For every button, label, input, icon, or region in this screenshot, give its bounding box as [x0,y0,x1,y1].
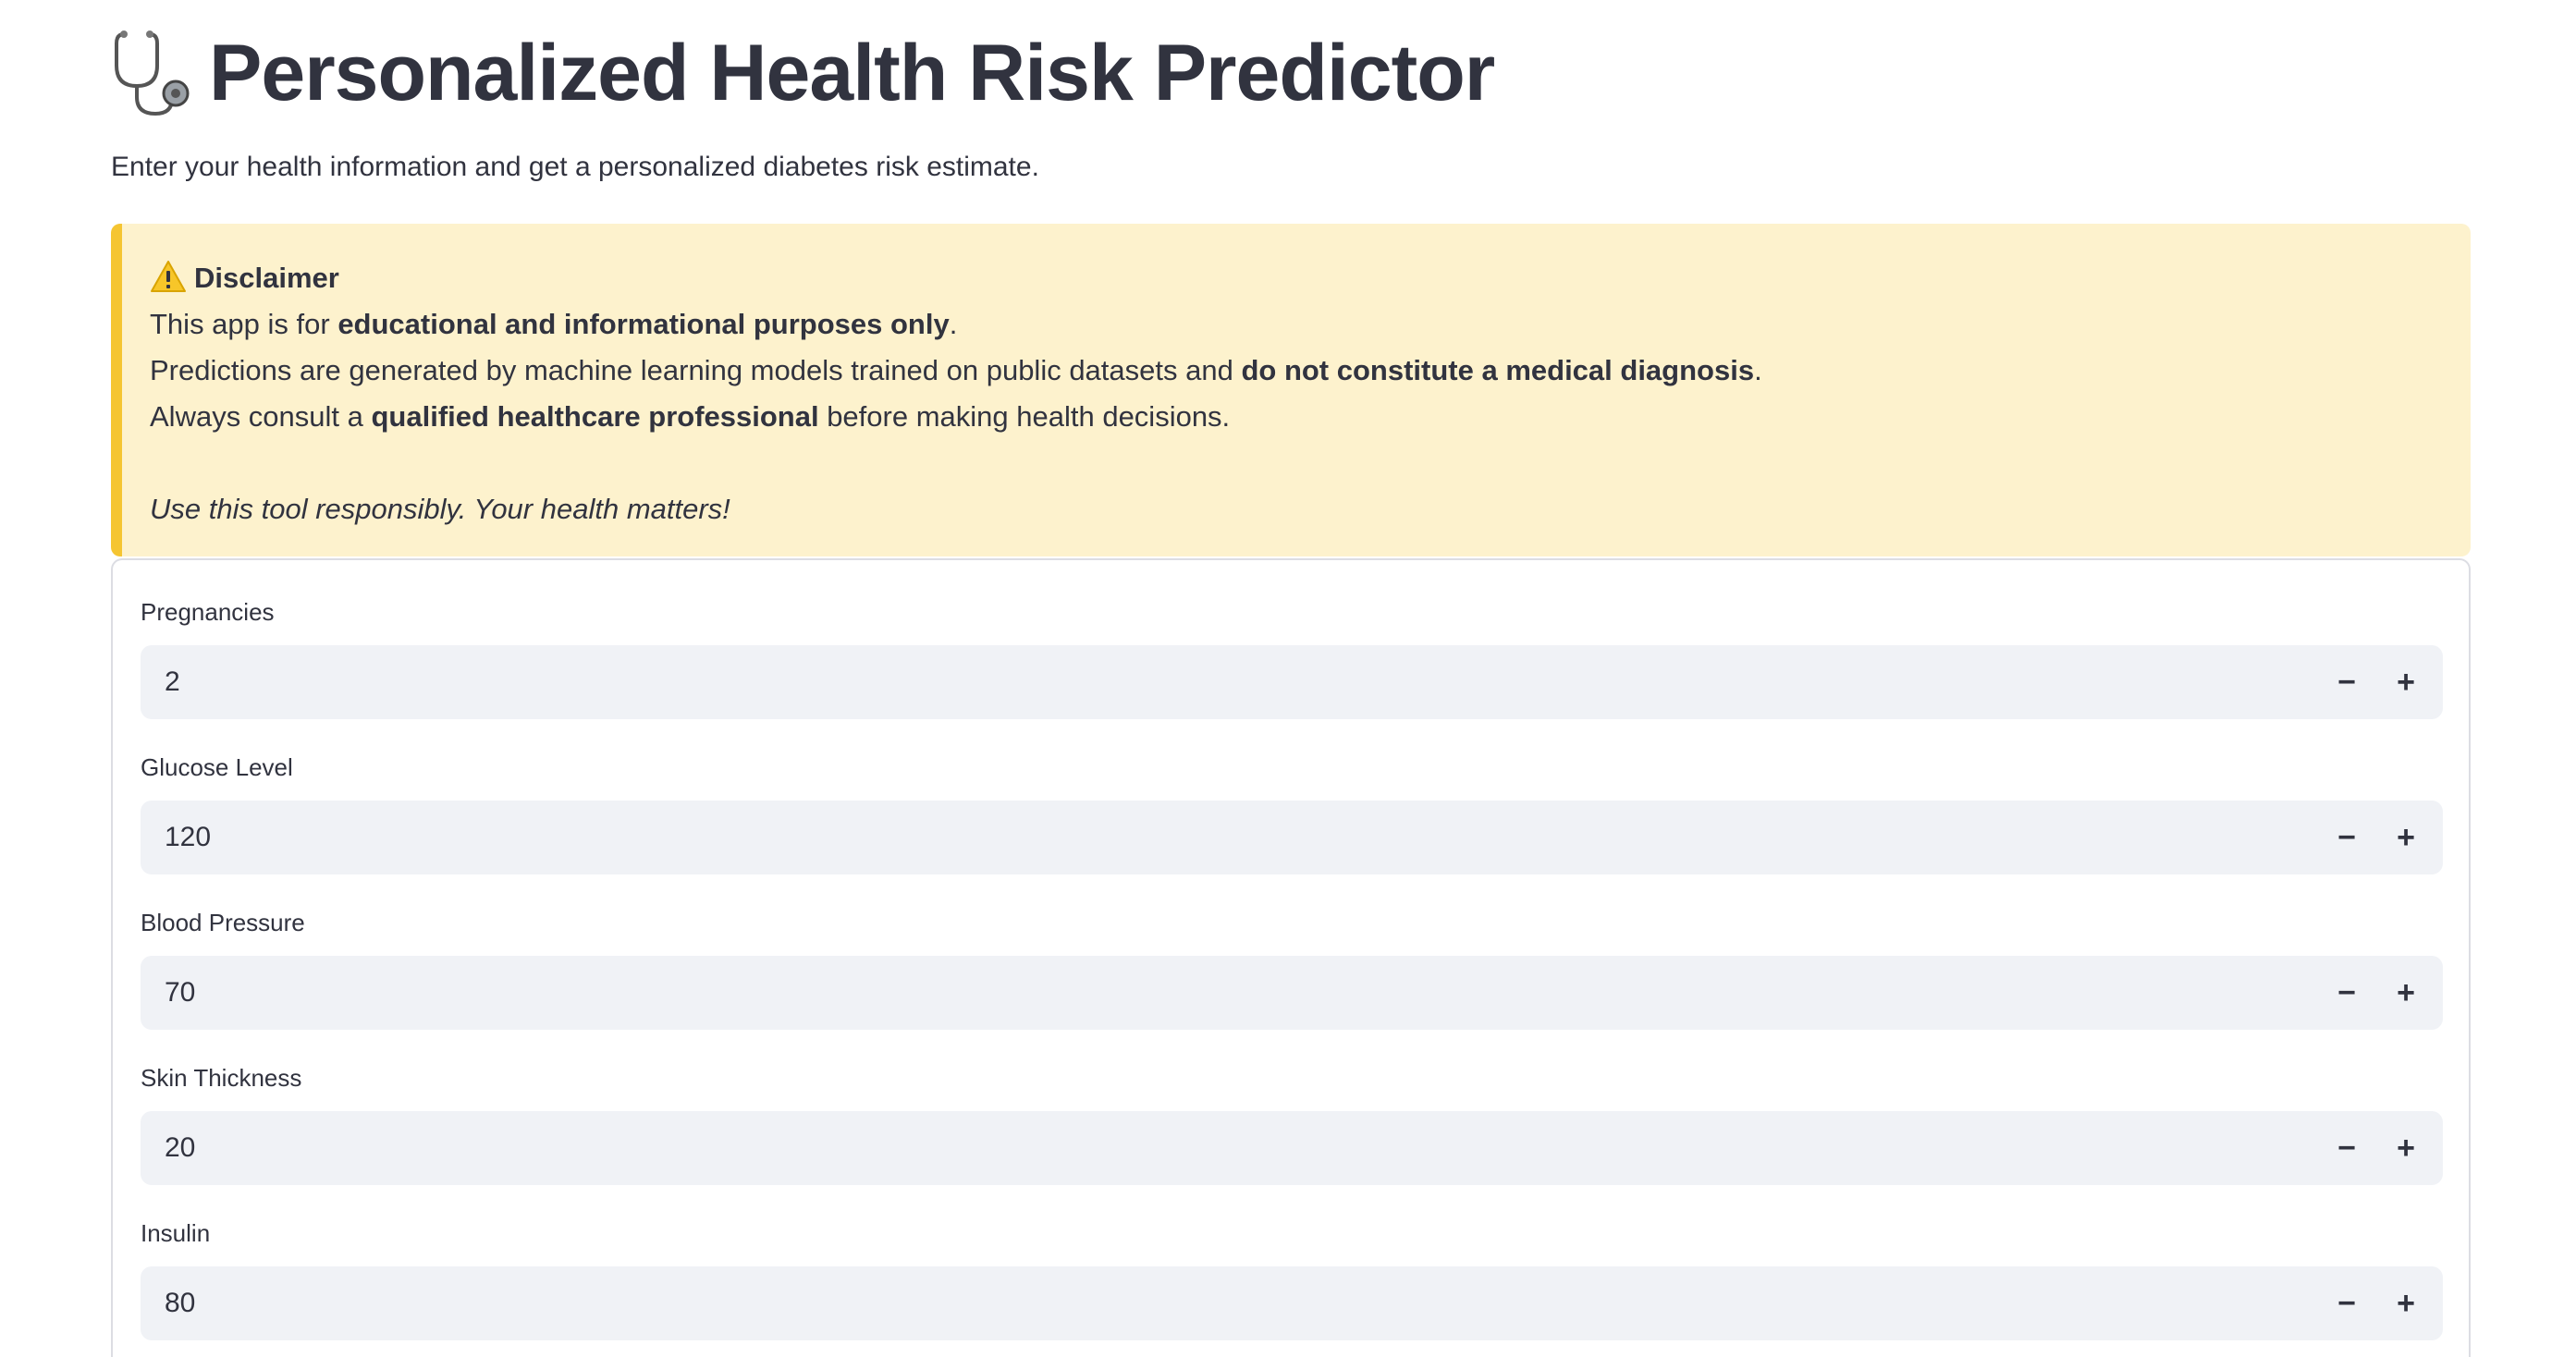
field-skin-thickness: Skin Thickness 20 − + [141,1059,2443,1185]
disclaimer-spacer [150,440,2471,486]
disclaimer-alert: Disclaimer This app is for educational a… [111,224,2471,556]
page-header: Personalized Health Risk Predictor [111,22,1495,124]
skin-thickness-input[interactable]: 20 − + [141,1111,2443,1185]
field-value[interactable]: 80 [165,1288,196,1318]
disclaimer-emphasis: educational and informational purposes o… [337,308,950,340]
increment-button[interactable]: + [2397,974,2415,1010]
disclaimer-text: This app is for [150,308,338,340]
disclaimer-text: Predictions are generated by machine lea… [150,354,1242,386]
disclaimer-emphasis: qualified healthcare professional [371,400,819,433]
decrement-button[interactable]: − [2337,664,2356,700]
field-value[interactable]: 70 [165,977,196,1008]
decrement-button[interactable]: − [2337,819,2356,855]
increment-button[interactable]: + [2397,1130,2415,1166]
field-glucose-level: Glucose Level 120 − + [141,749,2443,874]
disclaimer-line-1: This app is for educational and informat… [150,301,2471,348]
field-label: Insulin [141,1219,211,1247]
field-label: Blood Pressure [141,909,305,936]
field-insulin: Insulin 80 − + [141,1215,2443,1340]
field-label: Skin Thickness [141,1064,302,1092]
disclaimer-emphasis: do not constitute a medical diagnosis [1241,354,1755,386]
field-label: Glucose Level [141,753,293,781]
disclaimer-heading: Disclaimer [194,262,339,294]
field-value[interactable]: 20 [165,1132,196,1163]
page-subtitle: Enter your health information and get a … [111,152,1039,182]
glucose-level-input[interactable]: 120 − + [141,801,2443,874]
field-label: Pregnancies [141,598,275,626]
page-title: Personalized Health Risk Predictor [209,28,1495,117]
increment-button[interactable]: + [2397,1285,2415,1321]
disclaimer-text: . [1754,354,1762,386]
disclaimer-text: before making health decisions. [818,400,1231,433]
field-blood-pressure: Blood Pressure 70 − + [141,904,2443,1030]
field-pregnancies: Pregnancies 2 − + [141,593,2443,719]
increment-button[interactable]: + [2397,664,2415,700]
blood-pressure-input[interactable]: 70 − + [141,956,2443,1030]
pregnancies-input[interactable]: 2 − + [141,645,2443,719]
decrement-button[interactable]: − [2337,1285,2356,1321]
field-value[interactable]: 2 [165,666,180,697]
decrement-button[interactable]: − [2337,1130,2356,1166]
decrement-button[interactable]: − [2337,974,2356,1010]
health-input-form: Pregnancies 2 − + Glucose Level 120 − + … [111,558,2471,1357]
disclaimer-heading-row: Disclaimer [150,255,2471,301]
field-value[interactable]: 120 [165,822,212,852]
insulin-input[interactable]: 80 − + [141,1266,2443,1340]
disclaimer-line-3: Always consult a qualified healthcare pr… [150,394,2471,440]
disclaimer-text: Always consult a [150,400,372,433]
increment-button[interactable]: + [2397,819,2415,855]
warning-icon [150,260,187,293]
disclaimer-text: . [949,308,958,340]
disclaimer-line-2: Predictions are generated by machine lea… [150,348,2471,394]
disclaimer-closing: Use this tool responsibly. Your health m… [150,493,730,525]
stethoscope-icon [111,29,196,117]
